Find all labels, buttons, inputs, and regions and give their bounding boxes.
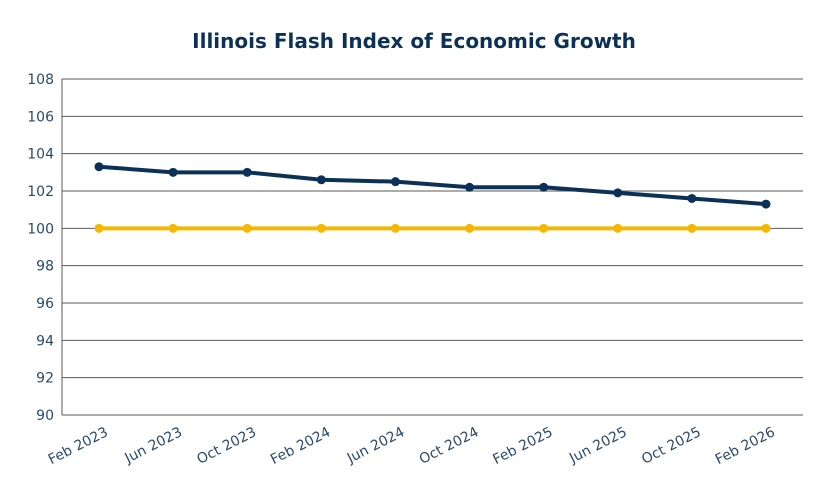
data-point — [242, 167, 252, 177]
y-tick-label: 102 — [27, 184, 54, 200]
data-point — [168, 167, 178, 177]
y-tick-label: 98 — [36, 259, 54, 275]
data-point — [761, 199, 771, 209]
series-lines — [94, 162, 771, 233]
x-tick-label: Feb 2023 — [46, 424, 111, 468]
x-tick-label: Feb 2024 — [268, 424, 333, 468]
y-tick-label: 106 — [27, 109, 54, 125]
data-point — [687, 193, 697, 203]
x-tick-label: Oct 2023 — [194, 424, 259, 467]
x-tick-label: Jun 2025 — [566, 424, 629, 467]
y-tick-label: 108 — [27, 72, 54, 88]
data-point — [390, 223, 400, 233]
x-axis-ticks: Feb 2023 Jun 2023 Oct 2023 Feb 2024 Jun 2024… — [46, 424, 778, 468]
data-point — [94, 162, 104, 172]
x-tick-label: Oct 2024 — [417, 424, 482, 467]
data-point — [242, 223, 252, 233]
data-point — [316, 175, 326, 185]
x-tick-label: Feb 2026 — [713, 424, 778, 468]
y-tick-label: 90 — [36, 408, 54, 424]
data-point — [761, 223, 771, 233]
data-point — [539, 223, 549, 233]
y-axis-ticks: 90 92 94 96 98 100 102 104 106 108 — [27, 72, 54, 424]
data-point — [465, 182, 475, 192]
data-point — [687, 223, 697, 233]
x-tick-label: Jun 2023 — [122, 424, 185, 467]
data-point — [94, 223, 104, 233]
data-point — [465, 223, 475, 233]
gridlines — [61, 78, 803, 416]
data-point — [168, 223, 178, 233]
y-tick-label: 104 — [27, 147, 54, 163]
data-point — [613, 223, 623, 233]
x-tick-label: Feb 2025 — [490, 424, 555, 468]
y-tick-label: 94 — [36, 333, 54, 349]
y-tick-label: 100 — [27, 221, 54, 237]
y-tick-label: 92 — [36, 371, 54, 387]
data-point — [539, 182, 549, 192]
series-line-0 — [97, 164, 768, 207]
data-point — [390, 177, 400, 187]
data-point — [613, 188, 623, 198]
y-tick-label: 96 — [36, 296, 54, 312]
data-point — [316, 223, 326, 233]
x-tick-label: Jun 2024 — [344, 424, 407, 467]
chart-title: Illinois Flash Index of Economic Growth — [192, 29, 636, 53]
x-tick-label: Oct 2025 — [639, 424, 704, 467]
